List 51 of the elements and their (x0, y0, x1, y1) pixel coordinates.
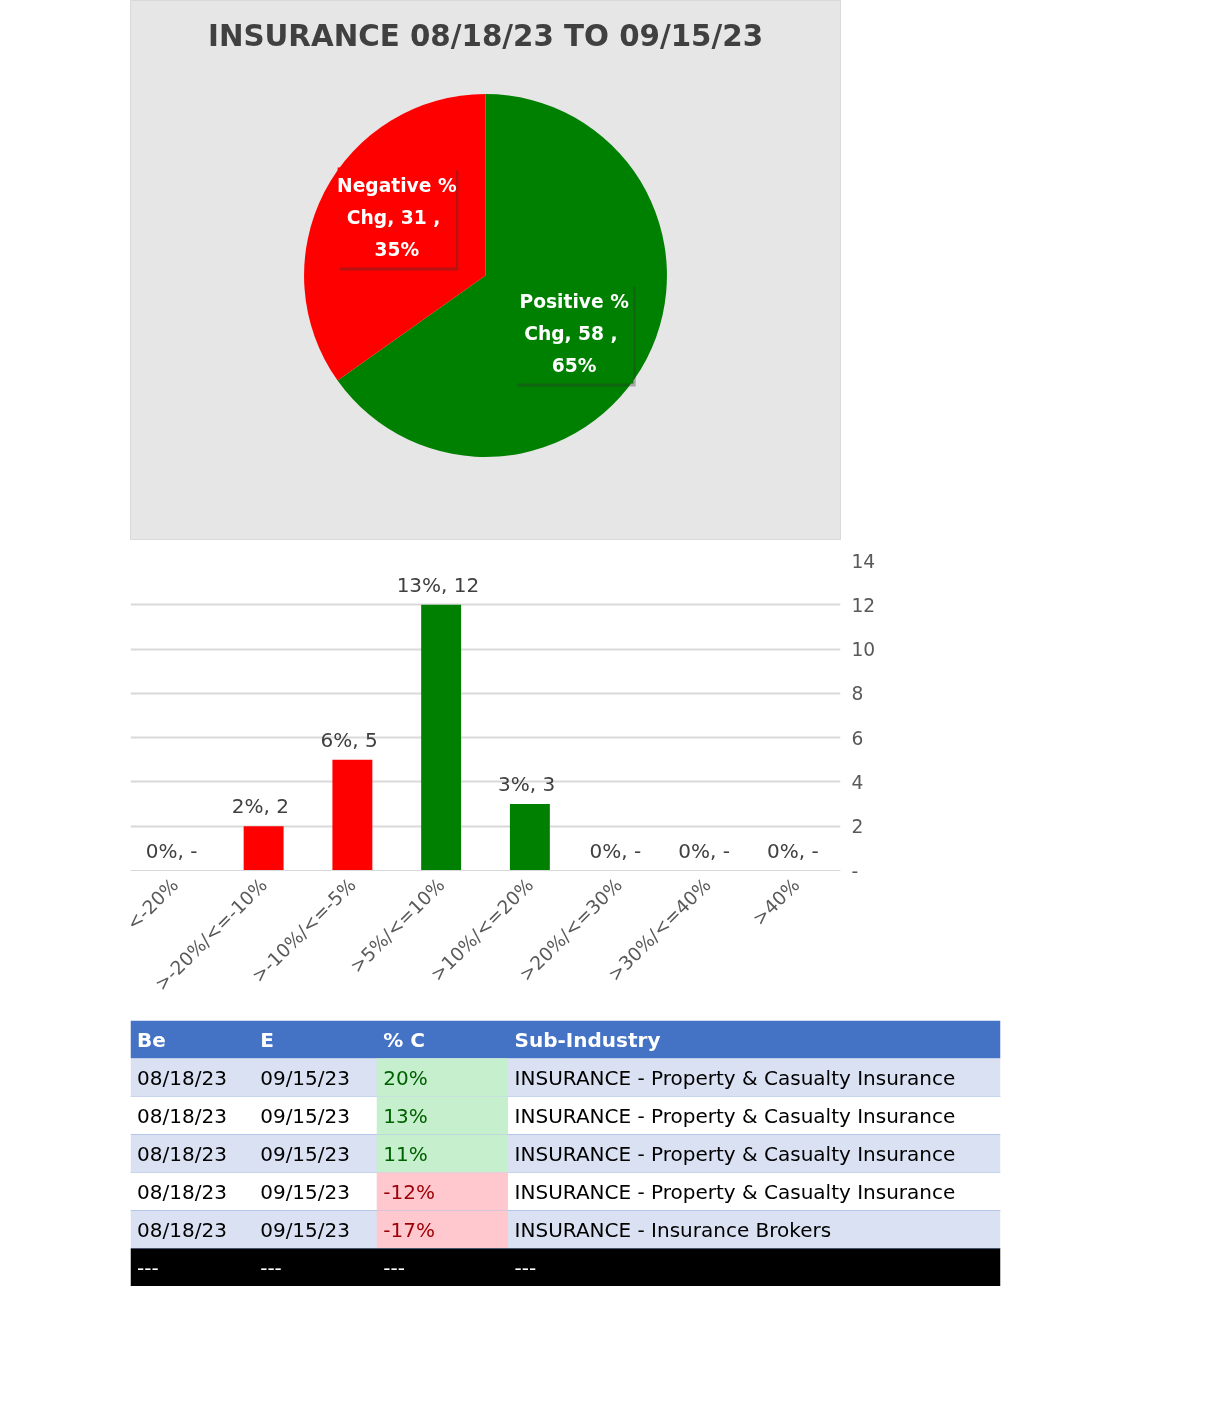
data-label: 2%, 2 (231, 794, 290, 819)
text: 11% (383, 1141, 428, 1166)
y-tick-label: 6 (851, 727, 864, 749)
data-label: 13%, 12 (396, 572, 480, 597)
text: 09/15/23 (260, 1065, 351, 1090)
text: 09/15/23 (260, 1179, 351, 1204)
text: 08/18/23 (137, 1141, 227, 1166)
category-label: E (260, 1027, 274, 1052)
bar (243, 826, 284, 871)
text: 08/18/23 (137, 1179, 227, 1204)
category-label: Sub-Industry (514, 1027, 661, 1052)
text: 20% (383, 1065, 428, 1090)
data-label: 3%, 3 (498, 772, 556, 797)
category-label: % C (383, 1027, 425, 1052)
data-label: 0%, - (145, 838, 198, 863)
text: 13% (383, 1103, 428, 1128)
slice-label: Negative % Chg, 31 , 35% (337, 174, 457, 260)
text: --- (260, 1255, 282, 1280)
text: 08/18/23 (137, 1103, 227, 1128)
text: -17% (383, 1217, 435, 1242)
text: -12% (383, 1179, 435, 1204)
text: INSURANCE - Property & Casualty Insurance (514, 1141, 956, 1166)
data-label: 6%, 5 (320, 727, 378, 752)
y-tick-label: 4 (851, 771, 864, 793)
bar (509, 804, 550, 871)
text: 09/15/23 (260, 1217, 351, 1242)
bar (332, 759, 373, 871)
text: 08/18/23 (137, 1065, 227, 1090)
y-tick-label: 8 (851, 683, 864, 705)
y-tick-label: - (851, 860, 859, 882)
bar (421, 604, 462, 871)
text: INSURANCE - Property & Casualty Insurance (514, 1179, 956, 1204)
y-tick-label: 14 (851, 550, 876, 572)
text: --- (514, 1255, 537, 1280)
text: 09/15/23 (260, 1141, 351, 1166)
text: --- (137, 1255, 159, 1280)
category-label: Be (137, 1027, 166, 1052)
data-label: 0%, - (678, 838, 731, 863)
text: 08/18/23 (137, 1217, 227, 1242)
slice-label: Positive % Chg, 58 , 65% (519, 291, 630, 377)
text: INSURANCE - Property & Casualty Insurance (514, 1103, 956, 1128)
data-label: 0%, - (589, 838, 642, 863)
text: --- (383, 1255, 405, 1280)
data-label: 0%, - (767, 838, 819, 863)
text: INSURANCE - Insurance Brokers (514, 1217, 832, 1242)
text: INSURANCE - Property & Casualty Insurance (514, 1065, 956, 1090)
y-tick-label: 12 (851, 594, 876, 616)
chart-title: INSURANCE 08/18/23 TO 09/15/23 (207, 18, 764, 53)
y-tick-label: 2 (851, 816, 864, 838)
y-tick-label: 10 (851, 639, 876, 661)
text: 09/15/23 (260, 1103, 351, 1128)
